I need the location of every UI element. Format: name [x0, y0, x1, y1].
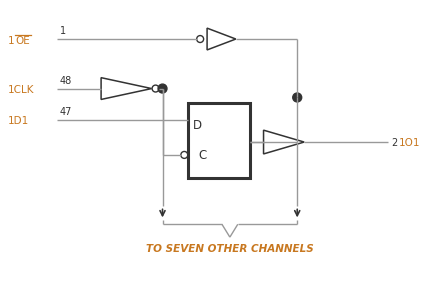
- Text: 1: 1: [8, 36, 15, 46]
- Text: 1: 1: [60, 26, 66, 36]
- Text: 2: 2: [391, 138, 397, 148]
- Circle shape: [158, 84, 167, 93]
- Text: 1CLK: 1CLK: [8, 85, 35, 95]
- Text: 48: 48: [60, 76, 72, 86]
- Text: 1O1: 1O1: [399, 138, 421, 148]
- Text: 47: 47: [60, 107, 72, 117]
- Bar: [188, 103, 250, 178]
- Circle shape: [293, 93, 302, 102]
- Text: D: D: [193, 119, 202, 132]
- Text: TO SEVEN OTHER CHANNELS: TO SEVEN OTHER CHANNELS: [146, 244, 314, 254]
- Text: OE: OE: [15, 36, 30, 46]
- Text: 1D1: 1D1: [8, 116, 29, 126]
- Text: C: C: [198, 149, 206, 162]
